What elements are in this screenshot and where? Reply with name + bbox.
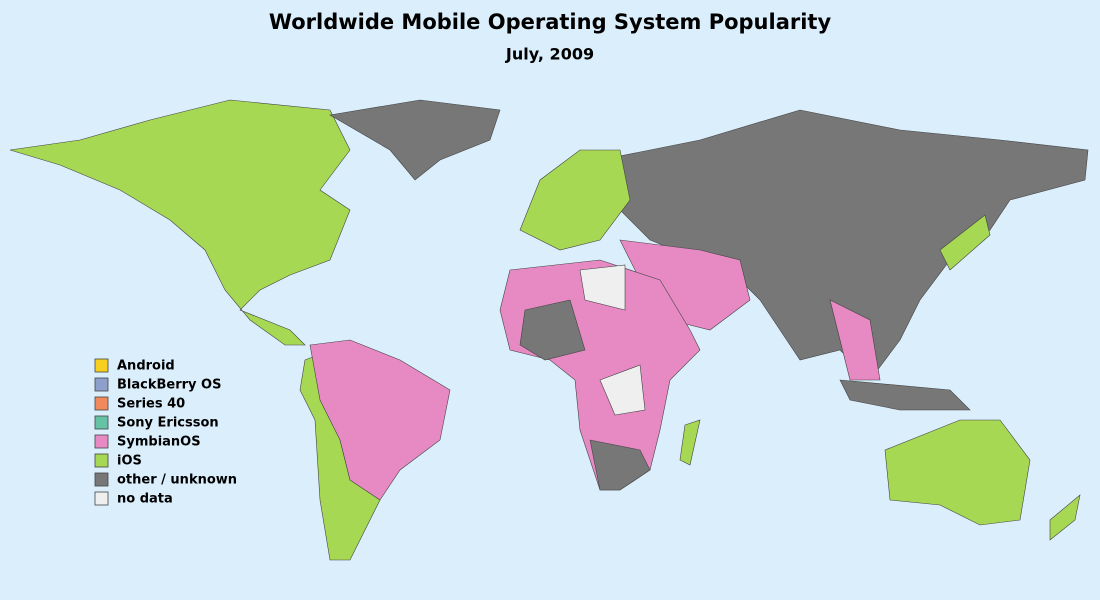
- map: [9, 99, 1089, 561]
- legend-swatch: [94, 453, 109, 468]
- legend-swatch: [94, 415, 109, 430]
- legend-label: BlackBerry OS: [117, 378, 221, 393]
- map-title: Worldwide Mobile Operating System Popula…: [269, 10, 832, 34]
- legend-label: iOS: [117, 454, 142, 469]
- legend-label: Android: [117, 359, 175, 374]
- legend-label: Sony Ericsson: [117, 416, 219, 431]
- north-america: [9, 99, 351, 346]
- southern-africa: [589, 439, 651, 491]
- map-subtitle: July, 2009: [505, 45, 594, 64]
- indonesia: [839, 379, 971, 411]
- legend-swatch: [94, 491, 109, 506]
- south-america-east: [309, 339, 451, 501]
- legend-swatch: [94, 358, 109, 373]
- legend-label: SymbianOS: [117, 435, 201, 450]
- southeast-asia: [829, 299, 881, 381]
- legend-label: no data: [117, 492, 173, 507]
- legend-swatch: [94, 472, 109, 487]
- legend-swatch: [94, 434, 109, 449]
- west-africa: [519, 299, 586, 361]
- madagascar: [679, 419, 701, 466]
- greenland: [329, 99, 501, 181]
- legend: Android BlackBerry OS Series 40 Sony Ericss…: [94, 358, 237, 507]
- legend-swatch: [94, 396, 109, 411]
- australia: [884, 419, 1031, 526]
- new-zealand: [1049, 494, 1081, 541]
- congo: [599, 364, 646, 416]
- europe: [519, 149, 631, 251]
- libya: [579, 264, 626, 311]
- japan: [939, 214, 991, 271]
- legend-label: Series 40: [117, 397, 185, 412]
- legend-swatch: [94, 377, 109, 392]
- legend-label: other / unknown: [117, 473, 237, 488]
